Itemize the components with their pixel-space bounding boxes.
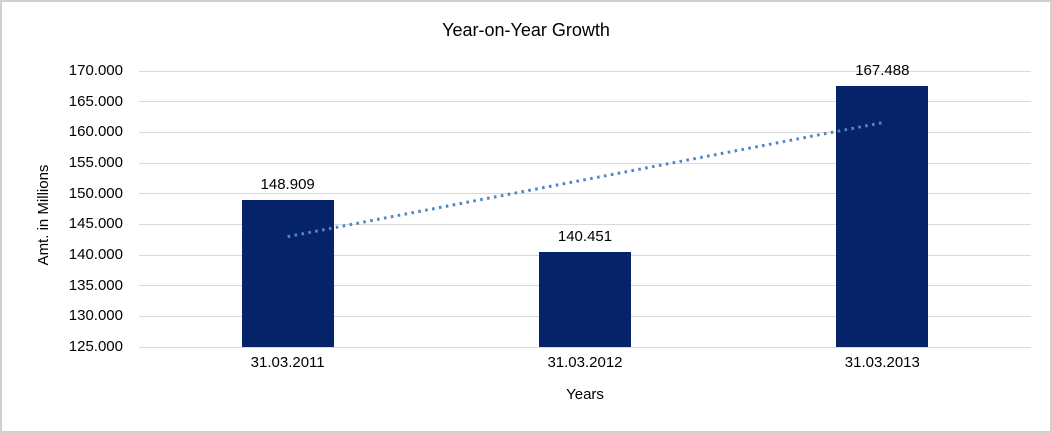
gridline xyxy=(139,131,1031,133)
bar xyxy=(539,252,631,347)
y-axis-tick-label: 170.000 xyxy=(68,62,123,79)
bar-value-label: 148.909 xyxy=(260,176,315,194)
y-axis-tick-label: 160.000 xyxy=(68,123,123,141)
gridline xyxy=(139,223,1031,225)
y-axis-tick-label: 165.000 xyxy=(68,92,123,110)
y-axis-tick-label: 155.000 xyxy=(68,154,123,171)
trendline xyxy=(287,121,883,239)
x-axis-tick-label: 31.03.2012 xyxy=(547,354,623,371)
bar-value-label: 140.451 xyxy=(557,228,613,246)
gridline xyxy=(139,162,1031,164)
x-axis-tick-label: 31.03.2013 xyxy=(844,354,920,371)
gridline xyxy=(139,70,1031,72)
y-axis-tick-label: 130.000 xyxy=(68,307,123,325)
gridline xyxy=(139,346,1031,348)
y-axis-tick-label: 150.000 xyxy=(68,184,123,202)
y-axis-tick-label: 145.000 xyxy=(68,215,123,233)
y-axis-tick-label: 135.000 xyxy=(68,276,123,294)
bar xyxy=(241,200,334,347)
x-axis-title: Years xyxy=(566,386,604,403)
y-axis-tick-label: 125.000 xyxy=(68,338,123,355)
bar-value-label: 167.488 xyxy=(855,62,910,80)
x-axis-tick-label: 31.03.2011 xyxy=(250,354,325,371)
gridline xyxy=(139,193,1031,195)
gridline xyxy=(139,101,1031,103)
chart-title: Year-on-Year Growth xyxy=(442,20,610,40)
y-axis-tick-label: 140.000 xyxy=(68,246,123,263)
